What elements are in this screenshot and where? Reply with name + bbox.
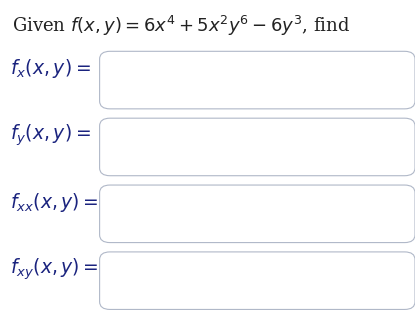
- Text: $f_x(x, y) =$: $f_x(x, y) =$: [10, 57, 91, 80]
- FancyBboxPatch shape: [100, 252, 415, 309]
- FancyBboxPatch shape: [100, 118, 415, 176]
- FancyBboxPatch shape: [100, 185, 415, 243]
- Text: $f_{xy}(x, y) =$: $f_{xy}(x, y) =$: [10, 256, 99, 282]
- Text: $f_{xx}(x, y) =$: $f_{xx}(x, y) =$: [10, 191, 99, 214]
- FancyBboxPatch shape: [100, 51, 415, 109]
- Text: Given $f(x, y) = 6x^4 + 5x^2y^6 - 6y^3$, find: Given $f(x, y) = 6x^4 + 5x^2y^6 - 6y^3$,…: [12, 14, 351, 38]
- Text: $f_y(x, y) =$: $f_y(x, y) =$: [10, 123, 91, 148]
